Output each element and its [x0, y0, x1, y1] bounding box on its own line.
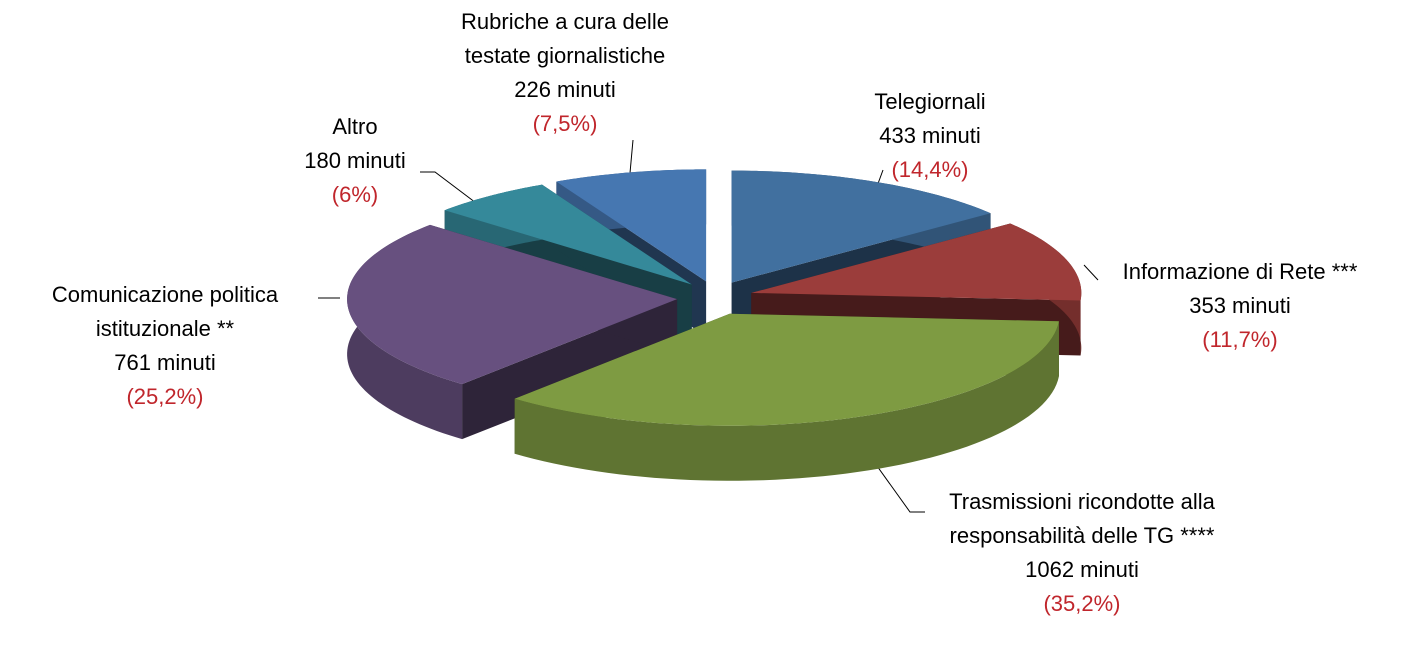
label-share: (6%)	[331, 182, 379, 207]
slice-top	[751, 223, 1082, 301]
data-label: Rubriche a cura delle testate giornalist…	[425, 5, 705, 141]
data-label: Altro 180 minuti (6%)	[280, 110, 430, 212]
label-name: Informazione di Rete ***	[1122, 259, 1358, 284]
label-name: Rubriche a cura delle testate giornalist…	[461, 9, 669, 68]
slice-side	[514, 321, 1059, 481]
leader-line	[1083, 264, 1099, 281]
label-name: Trasmissioni ricondotte alla responsabil…	[949, 489, 1215, 548]
slice-top	[444, 184, 692, 285]
label-value: 180 minuti	[304, 148, 406, 173]
label-value: 761 minuti	[114, 350, 216, 375]
label-value: 353 minuti	[1189, 293, 1291, 318]
data-label: Informazione di Rete *** 353 minuti (11,7%…	[1085, 255, 1395, 357]
label-share: (7,5%)	[532, 111, 598, 136]
label-share: (35,2%)	[1043, 591, 1121, 616]
data-label: Trasmissioni ricondotte alla responsabil…	[922, 485, 1242, 621]
leader-line	[420, 171, 489, 213]
label-value: 433 minuti	[879, 123, 981, 148]
slice-top	[514, 313, 1059, 426]
label-name: Altro	[332, 114, 378, 139]
label-name: Telegiornali	[874, 89, 986, 114]
label-share: (11,7%)	[1202, 327, 1278, 352]
label-name: Comunicazione politica istituzionale **	[51, 282, 279, 341]
data-label: Comunicazione politica istituzionale ** 7…	[10, 278, 320, 414]
slice-top	[731, 170, 991, 283]
label-share: (25,2%)	[126, 384, 204, 409]
slice-top	[347, 224, 678, 385]
pie-slice	[514, 313, 1059, 481]
label-value: 1062 minuti	[1025, 557, 1139, 582]
label-share: (14,4%)	[891, 157, 969, 182]
slice-top	[556, 169, 707, 282]
data-label: Telegiornali 433 minuti (14,4%)	[855, 85, 1005, 187]
label-value: 226 minuti	[514, 77, 616, 102]
